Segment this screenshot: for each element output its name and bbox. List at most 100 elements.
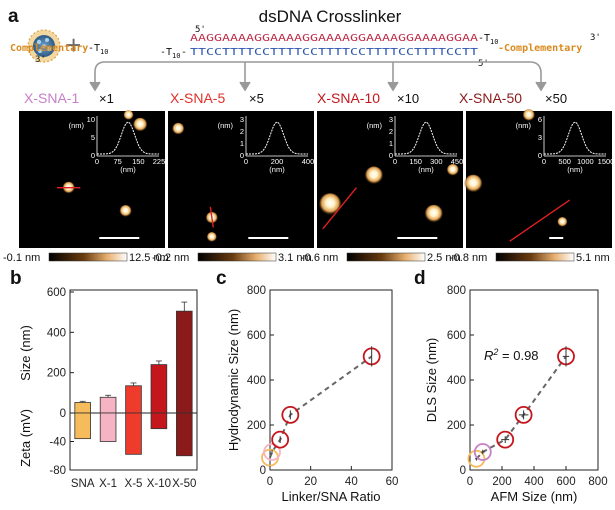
x-tick-label: 600: [556, 476, 575, 488]
panel-a-letter: a: [8, 6, 19, 27]
data-point: [514, 405, 533, 424]
y-tick-label: 800: [247, 285, 266, 297]
inset-x-tick: 0: [393, 157, 397, 166]
inset-x-tick: 150: [132, 157, 145, 166]
inset-x-tick: 150: [409, 157, 422, 166]
sna-particle-icon: [27, 29, 61, 63]
inset-y-tick: 3: [240, 115, 244, 124]
inset-x-tick: 1500: [598, 157, 615, 166]
point-marker: [467, 449, 486, 468]
inset-y-tick: 1: [240, 139, 244, 148]
inset-y-tick: 5: [91, 133, 95, 142]
zeta-bar: [99, 412, 117, 442]
arrow-head: [239, 81, 251, 92]
y-tick-label: 400: [247, 375, 266, 387]
profile-line: [322, 187, 357, 230]
colorbar: -0.8 nm 5.1 nm: [450, 252, 610, 264]
bottom-left-dash: -: [181, 47, 187, 58]
data-point: [281, 405, 300, 424]
size-bar: [176, 310, 193, 414]
particle-blob: [446, 163, 459, 176]
data-point: [271, 430, 290, 449]
bottom-sequence: TTCCTTTTCCTTTTCCTTTTCCTTTTCCTTTTCCTT: [190, 47, 478, 58]
data-point: [263, 443, 281, 461]
size-bar: [74, 402, 91, 414]
bottom-prime-right: 5': [478, 59, 489, 69]
top-sequence: AAGGAAAAGGAAAAGGAAAAGGAAAAGGAAAAGGAA: [190, 33, 478, 44]
y-tick-label: 0: [460, 465, 466, 477]
inset-x-tick: 300: [430, 157, 443, 166]
size-bar: [125, 385, 142, 414]
inset-x-tick: 0: [95, 157, 99, 166]
bottom-strand: 3' -T 10 - TTCCTTTTCCTTTTCCTTTTCCTTTTCCT…: [35, 47, 489, 69]
colorbar-gradient: [48, 252, 128, 262]
panel-b-letter: b: [10, 268, 22, 289]
bottom-prime-left: 3': [35, 55, 46, 65]
colorbar-max: 12.5 nm: [129, 252, 169, 264]
point-marker: [271, 430, 290, 449]
particle-blob: [123, 110, 134, 121]
afm-image: [19, 111, 165, 248]
particle-blob: [464, 174, 483, 193]
data-point: [557, 346, 575, 367]
inset-y-tick: 10: [87, 115, 95, 124]
x-tick-label: 40: [345, 476, 358, 488]
inset-y-unit: (nm): [69, 121, 85, 130]
colorbar: -0.2 nm 3.1 nm: [152, 252, 312, 264]
colorbar-min: -0.1 nm: [3, 252, 40, 264]
particle-blob: [424, 204, 443, 223]
category-label: X-10: [147, 478, 171, 490]
top-left-spacer: -T: [88, 43, 100, 54]
particle-blob: [364, 166, 383, 185]
colorbar-gradient: [197, 252, 277, 262]
inset-y-tick: 2: [240, 127, 244, 136]
arrow-head: [535, 81, 547, 92]
profile-curve: [395, 121, 457, 155]
sample-multiplier: ×50: [545, 91, 567, 106]
particle-blob: [206, 232, 217, 243]
colorbar-gradient: [495, 252, 575, 262]
bottom-left-spacer-sub: 10: [172, 52, 180, 60]
particle-blob: [133, 117, 148, 132]
zeta-bar: [74, 412, 91, 440]
inset-x-unit: (nm): [269, 165, 285, 174]
inset-y-tick: 0: [240, 151, 244, 160]
colorbar: -0.1 nm 12.5 nm: [3, 252, 169, 264]
colorbar-max: 3.1 nm: [278, 252, 312, 264]
inset-x-tick: 0: [542, 157, 546, 166]
top-left-spacer-sub: 10: [100, 48, 108, 56]
x-tick-label: 200: [492, 476, 511, 488]
colorbar-min: -0.8 nm: [450, 252, 487, 264]
inset-x-tick: 0: [244, 157, 248, 166]
inset-x-unit: (nm): [418, 165, 434, 174]
category-label: SNA: [71, 478, 95, 490]
panel-d-letter: d: [414, 268, 426, 289]
plot-frame: [469, 289, 599, 471]
x-axis-title: Linker/SNA Ratio: [282, 489, 381, 504]
y-axis-title: Hydrodynamic Size (nm): [226, 309, 241, 451]
inset-x-tick: 500: [558, 157, 571, 166]
x-tick-label: 800: [588, 476, 607, 488]
inset-x-tick: 1000: [577, 157, 594, 166]
inset-y-tick: 2: [389, 127, 393, 136]
afm-image: [168, 111, 314, 248]
particle-blob: [319, 193, 342, 216]
point-marker: [473, 443, 492, 461]
top-right-spacer: -T: [478, 33, 490, 44]
top-strand: 5' 3' Complementary -T 10 AAGGAAAAGGAAAA…: [10, 25, 601, 56]
sample-name: X-SNA-10: [317, 90, 380, 106]
top-prime-right: 3': [590, 33, 601, 43]
sample-multiplier: ×10: [397, 91, 419, 106]
sample-name: X-SNA-1: [24, 90, 79, 106]
zeta-tick-label: -40: [49, 437, 66, 449]
trend-line: [269, 355, 373, 458]
plot-frame: [69, 289, 198, 471]
x-tick-label: 0: [267, 476, 273, 488]
zeta-bar: [176, 412, 193, 457]
plus-sign: +: [66, 30, 81, 60]
